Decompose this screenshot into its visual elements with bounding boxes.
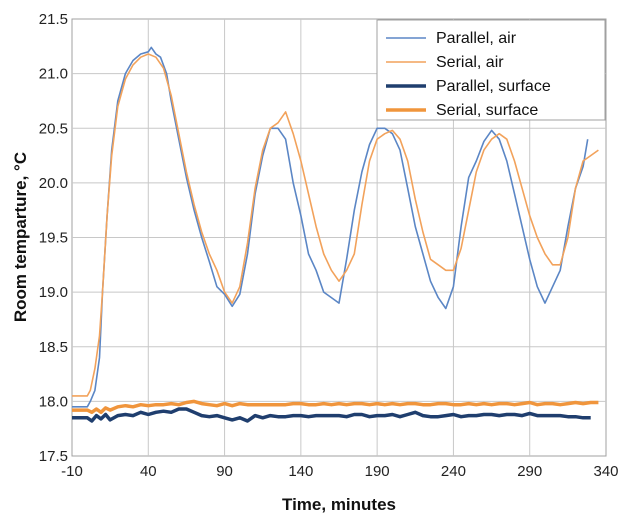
series-line-serial-surface xyxy=(72,399,599,415)
series-line-parallel-surface xyxy=(72,407,591,423)
x-axis-title: Time, minutes xyxy=(282,495,396,514)
x-tick-label: 290 xyxy=(517,463,542,480)
y-tick-label: 20.5 xyxy=(39,120,68,137)
grid-lines xyxy=(72,19,606,456)
x-tick-label: 40 xyxy=(140,463,157,480)
x-tick-label: 140 xyxy=(288,463,313,480)
y-tick-label: 19.0 xyxy=(39,284,68,301)
y-tick-label: 18.5 xyxy=(39,339,68,356)
y-tick-label: 19.5 xyxy=(39,230,68,247)
y-tick-label: 21.5 xyxy=(39,11,68,28)
x-tick-label: -10 xyxy=(61,463,83,480)
x-tick-labels: -10 40 90 140 190 240 290 340 xyxy=(61,463,618,480)
x-tick-label: 340 xyxy=(593,463,618,480)
x-tick-label: 90 xyxy=(216,463,233,480)
legend-label-serial-air: Serial, air xyxy=(436,54,504,71)
x-tick-label: 240 xyxy=(441,463,466,480)
legend-label-parallel-surface: Parallel, surface xyxy=(436,78,551,95)
y-tick-label: 20.0 xyxy=(39,175,68,192)
series-line-serial-air xyxy=(72,53,599,397)
legend-label-parallel-air: Parallel, air xyxy=(436,30,517,47)
y-tick-labels: 17.5 18.0 18.5 19.0 19.5 20.0 20.5 21.0 21.5 xyxy=(39,11,68,465)
y-tick-label: 18.0 xyxy=(39,393,68,410)
series-lines xyxy=(72,46,599,423)
legend-box xyxy=(376,19,606,121)
legend: Parallel, air Serial, air Parallel, surfac… xyxy=(376,19,606,121)
x-tick-label: 190 xyxy=(365,463,390,480)
y-axis-title: Room temparture, °C xyxy=(11,152,30,322)
legend-label-serial-surface: Serial, surface xyxy=(436,102,538,119)
series-line-parallel-air xyxy=(72,46,589,408)
y-tick-label: 17.5 xyxy=(39,448,68,465)
y-tick-label: 21.0 xyxy=(39,66,68,83)
